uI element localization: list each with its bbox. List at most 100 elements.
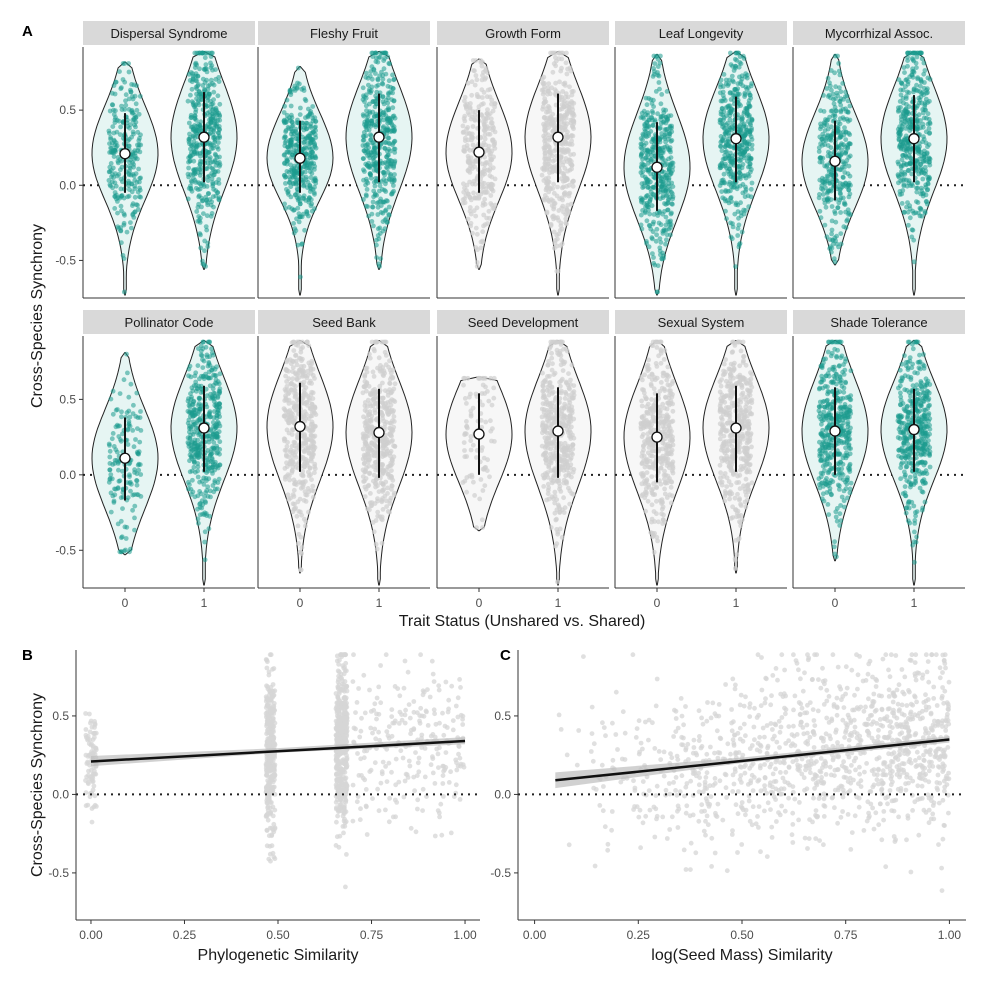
data-point [297,198,303,204]
data-point [193,469,198,475]
data-point [216,476,222,482]
data-point [363,182,368,188]
data-point [658,121,664,126]
data-point [113,108,118,114]
data-point [748,83,754,89]
data-point [903,96,909,101]
data-point [199,353,205,359]
data-point [925,90,930,95]
data-point [464,182,470,188]
data-point [210,132,216,138]
violin-group-1 [345,50,413,270]
data-point [649,108,655,114]
data-point [902,172,908,177]
data-point [125,178,131,184]
data-point [651,66,656,71]
data-point [301,182,307,188]
data-point [312,445,318,450]
median-point [294,420,306,433]
data-point [127,125,132,131]
median-point [198,422,210,434]
data-point [843,94,848,99]
data-point [663,158,668,164]
data-point [545,109,551,115]
data-point [473,245,479,251]
data-point [202,510,208,516]
data-point [900,141,906,147]
facet-strip [437,21,609,45]
data-point [187,363,193,369]
data-point [191,407,197,413]
data-point [379,179,384,184]
data-point [283,127,289,133]
data-point [918,50,923,56]
data-point [130,492,136,498]
data-point [293,383,298,389]
data-point [547,170,552,176]
data-point [828,137,834,143]
data-point [214,144,220,150]
data-point [364,176,369,182]
data-point [553,238,558,243]
data-point [302,139,307,145]
data-point [193,145,199,151]
data-point [386,90,391,96]
data-point [638,212,644,218]
data-point [569,89,575,94]
data-point [662,170,667,175]
data-point [213,153,219,158]
data-point [111,112,117,117]
data-point [310,483,316,489]
data-point [729,153,735,159]
data-point [301,370,306,376]
data-point [390,72,395,78]
data-point [390,105,396,111]
data-point [921,60,927,66]
data-point [385,135,391,141]
data-point [126,107,132,112]
data-point [216,404,222,410]
data-point [658,252,663,258]
data-point [313,412,319,417]
data-point [846,163,852,169]
facet-title: Dispersal Syndrome [110,26,227,41]
data-point [373,50,379,56]
data-point [846,187,851,193]
data-point [292,192,298,198]
data-point [138,428,144,433]
data-point [896,77,902,82]
data-point [312,167,317,172]
data-point [462,118,468,124]
data-point [657,245,663,251]
data-point [119,85,124,90]
data-point [197,512,203,518]
data-point [136,166,142,172]
data-point [832,209,837,214]
data-point [369,219,375,224]
data-point [110,431,116,436]
data-point [663,214,669,220]
data-point [739,229,745,235]
data-point [558,220,564,226]
data-point [312,177,318,182]
data-point [384,154,389,160]
data-point [301,387,307,393]
data-point [288,194,294,200]
y-tick-label: 0.5 [59,392,76,406]
data-point [669,160,675,166]
data-point [638,170,644,175]
data-point [465,80,471,86]
data-point [823,204,829,210]
data-point [368,69,374,74]
data-point [190,388,196,394]
data-point [488,151,494,157]
data-point [127,87,133,93]
data-point [483,68,488,73]
data-point [118,124,123,130]
data-point [292,83,298,89]
data-point [728,90,733,95]
data-point [669,138,675,143]
facet-growth-form: Growth Form [436,21,609,299]
data-point [906,118,912,123]
data-point [303,479,308,484]
